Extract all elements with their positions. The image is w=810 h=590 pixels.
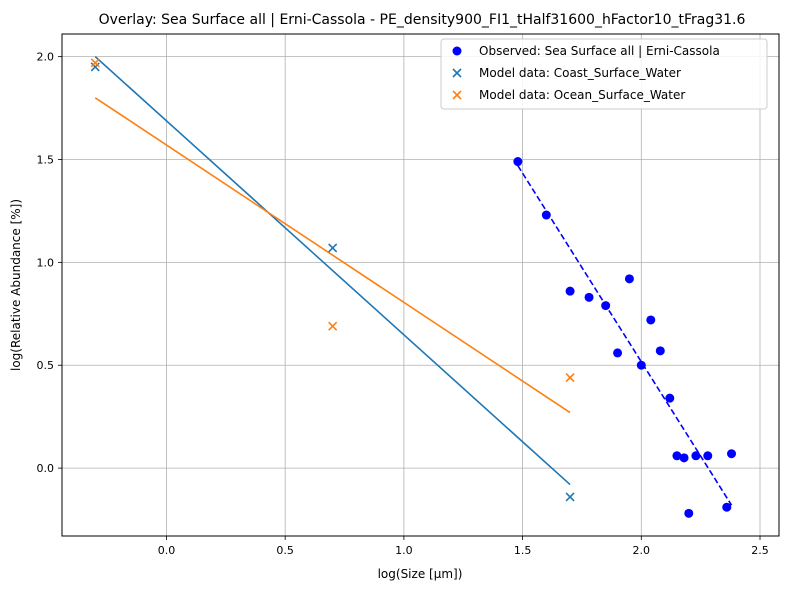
- x-tick-label: 2.0: [633, 544, 651, 557]
- y-axis-label: log(Relative Abundance [%]): [9, 199, 23, 371]
- x-tick-label: 1.0: [395, 544, 413, 557]
- observed-point: [665, 393, 675, 403]
- fit-line: [517, 165, 733, 506]
- data-points: [90, 58, 737, 518]
- observed-point: [655, 346, 665, 356]
- y-tick-label: 0.0: [37, 462, 55, 475]
- x-tick-label: 0.5: [276, 544, 294, 557]
- x-tick-label: 2.5: [751, 544, 769, 557]
- legend-entry: Model data: Ocean_Surface_Water: [479, 88, 685, 102]
- y-axis-ticks: 0.0 0.5 1.0 1.5 2.0: [37, 51, 62, 475]
- observed-point: [679, 453, 689, 463]
- chart-title: Overlay: Sea Surface all | Erni-Cassola …: [99, 12, 746, 28]
- observed-point: [636, 360, 646, 370]
- x-tick-label: 0.0: [158, 544, 176, 557]
- x-tick-label: 1.5: [514, 544, 532, 557]
- model-point: [90, 58, 100, 68]
- observed-point: [584, 292, 594, 302]
- legend: Observed: Sea Surface all | Erni-Cassola…: [440, 38, 768, 110]
- legend-entry: Observed: Sea Surface all | Erni-Cassola: [479, 44, 720, 58]
- y-tick-label: 2.0: [37, 51, 55, 64]
- x-axis-ticks: 0.0 0.5 1.0 1.5 2.0 2.5: [158, 536, 769, 557]
- y-tick-label: 1.0: [37, 256, 55, 269]
- legend-box: [440, 38, 768, 110]
- fit-line: [94, 97, 571, 414]
- observed-point: [601, 301, 611, 311]
- y-tick-label: 1.5: [37, 154, 55, 167]
- model-point: [90, 62, 100, 72]
- model-point: [565, 373, 575, 383]
- model-point: [565, 492, 575, 502]
- observed-point: [513, 157, 523, 167]
- model-point: [328, 321, 338, 331]
- legend-marker: [452, 46, 462, 56]
- y-tick-label: 0.5: [37, 359, 55, 372]
- observed-point: [703, 451, 713, 461]
- observed-point: [722, 502, 732, 512]
- observed-point: [684, 508, 694, 518]
- observed-point: [691, 451, 701, 461]
- observed-point: [565, 286, 575, 296]
- observed-point: [624, 274, 634, 284]
- x-axis-label: log(Size [μm]): [378, 567, 463, 581]
- legend-marker: [452, 90, 462, 100]
- fit-line: [94, 56, 571, 486]
- legend-entry: Model data: Coast_Surface_Water: [479, 66, 681, 80]
- plot-frame: [61, 33, 780, 537]
- observed-point: [646, 315, 656, 325]
- observed-point: [613, 348, 623, 358]
- observed-point: [541, 210, 551, 220]
- fit-lines: [94, 56, 733, 506]
- observed-point: [672, 451, 682, 461]
- legend-marker: [452, 68, 462, 78]
- observed-point: [727, 449, 737, 459]
- model-point: [328, 243, 338, 253]
